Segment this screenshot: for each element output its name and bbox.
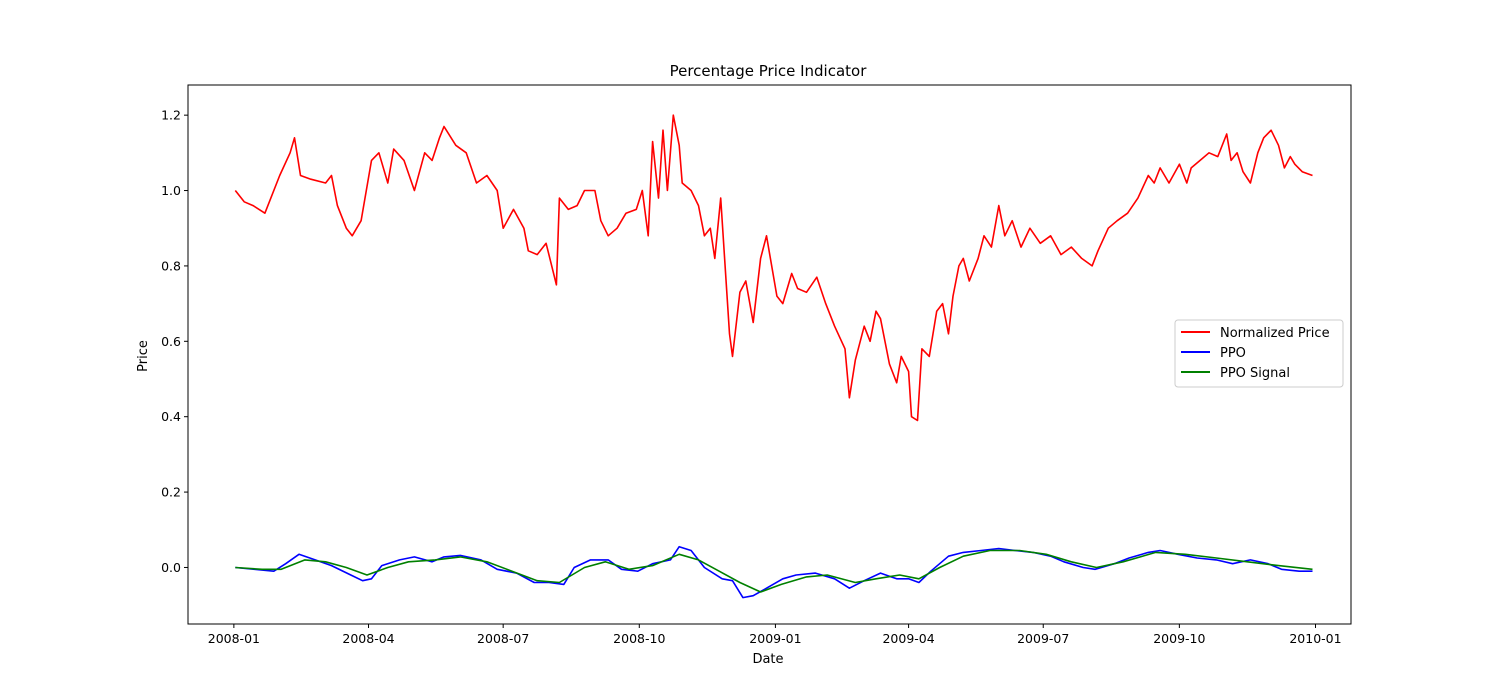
series-line-ppo-signal [235,549,1313,593]
chart-title: Percentage Price Indicator [670,62,868,80]
legend: Normalized Price PPO PPO Signal [1174,319,1344,388]
x-tick-label: 2008-04 [342,631,394,646]
x-tick-label: 2008-07 [477,631,529,646]
y-tick-label: 0.4 [161,409,181,424]
x-tick-label: 2009-01 [749,631,801,646]
x-axis-label: Date [752,652,783,667]
y-tick-label: 1.0 [161,183,181,198]
y-axis-label: Price [136,340,151,372]
y-tick-label: 0.8 [161,258,181,273]
legend-label-normalized-price: Normalized Price [1220,326,1330,341]
legend-box [1174,319,1344,388]
x-tick-label: 2008-01 [208,631,260,646]
y-tick-label: 0.2 [161,485,181,500]
series-line-ppo [235,545,1313,599]
y-axis-ticks: 0.0 0.2 0.4 0.6 0.8 1.0 1.2 [161,108,188,575]
plot-frame [187,84,1352,625]
legend-label-ppo: PPO [1220,346,1246,361]
series-layer [234,114,1313,599]
x-tick-label: 2009-04 [882,631,934,646]
legend-label-ppo-signal: PPO Signal [1220,366,1290,381]
y-tick-label: 0.0 [161,560,181,575]
y-tick-label: 0.6 [161,334,181,349]
x-tick-label: 2010-01 [1289,631,1341,646]
x-axis-ticks: 2008-01 2008-04 2008-07 2008-10 2009-01 2009-… [208,624,1342,646]
y-tick-label: 1.2 [161,108,181,123]
plot-area [187,84,1352,625]
x-tick-label: 2009-10 [1153,631,1205,646]
series-line-normalized-price [234,114,1313,422]
x-tick-label: 2008-10 [613,631,665,646]
x-tick-label: 2009-07 [1017,631,1069,646]
